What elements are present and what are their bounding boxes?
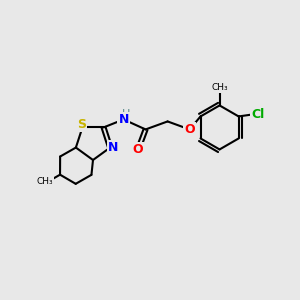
Text: N: N — [118, 113, 129, 126]
Text: S: S — [77, 118, 86, 131]
Text: CH₃: CH₃ — [37, 177, 53, 186]
Text: O: O — [132, 143, 143, 156]
Text: H: H — [122, 110, 130, 119]
Text: O: O — [184, 123, 195, 136]
Text: N: N — [108, 141, 118, 154]
Text: Cl: Cl — [251, 108, 264, 121]
Text: CH₃: CH₃ — [211, 83, 228, 92]
